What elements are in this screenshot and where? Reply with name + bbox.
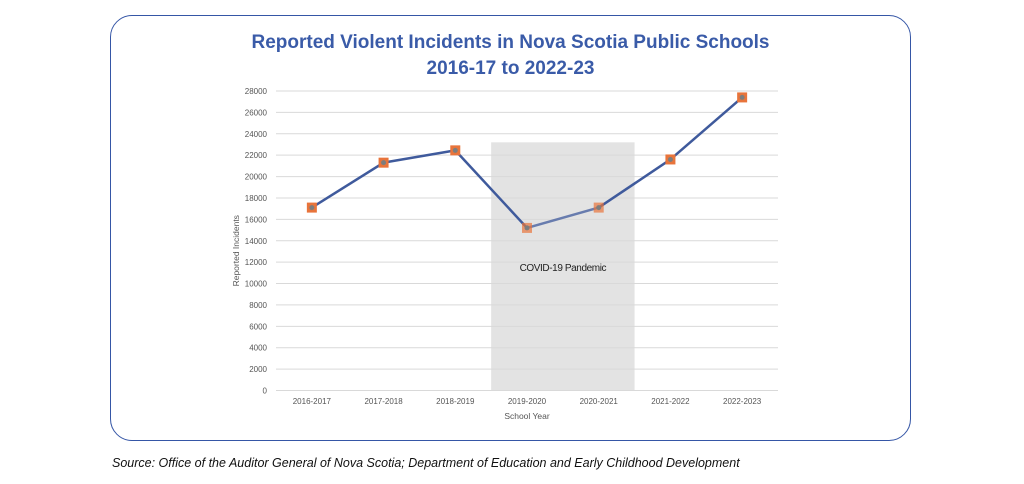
data-point-center xyxy=(596,205,602,211)
y-tick-label: 22000 xyxy=(245,151,268,160)
title-line-2: 2016-17 to 2022-23 xyxy=(426,58,595,79)
data-point-center xyxy=(667,156,673,162)
data-point-center xyxy=(739,94,745,100)
y-tick-label: 24000 xyxy=(245,130,268,139)
x-axis-label: School Year xyxy=(504,411,550,421)
x-tick-label: 2017-2018 xyxy=(364,397,403,406)
y-tick-label: 12000 xyxy=(245,258,268,267)
data-point-center xyxy=(452,147,458,153)
x-tick-label: 2019-2020 xyxy=(508,397,547,406)
y-tick-label: 26000 xyxy=(245,108,268,117)
x-tick-label: 2020-2021 xyxy=(580,397,619,406)
y-tick-label: 14000 xyxy=(245,237,268,246)
y-tick-label: 0 xyxy=(263,387,268,396)
y-tick-label: 4000 xyxy=(249,344,267,353)
data-point-center xyxy=(381,160,387,166)
series-line-segment xyxy=(526,206,600,230)
y-tick-label: 6000 xyxy=(249,322,267,331)
x-tick-label: 2016-2017 xyxy=(293,397,332,406)
chart-title: Reported Violent Incidents in Nova Scoti… xyxy=(110,30,911,82)
x-tick-label: 2022-2023 xyxy=(723,397,762,406)
y-tick-label: 16000 xyxy=(245,215,268,224)
x-tick-label: 2018-2019 xyxy=(436,397,475,406)
y-tick-label: 2000 xyxy=(249,365,267,374)
x-tick-label: 2021-2022 xyxy=(651,397,690,406)
y-tick-label: 18000 xyxy=(245,194,268,203)
covid-shade xyxy=(491,142,635,391)
y-tick-label: 8000 xyxy=(249,301,267,310)
y-tick-label: 20000 xyxy=(245,173,268,182)
data-point-center xyxy=(309,205,315,211)
series-line-segment xyxy=(669,96,743,161)
y-axis-label: Reported Incidents xyxy=(231,215,241,286)
series-line-segment xyxy=(454,149,528,229)
source-note: Source: Office of the Auditor General of… xyxy=(112,456,740,470)
y-tick-label: 10000 xyxy=(245,280,268,289)
series-line-segment xyxy=(383,149,456,164)
data-point-center xyxy=(524,225,530,231)
y-tick-label: 28000 xyxy=(245,87,268,96)
covid-annotation: COVID-19 Pandemic xyxy=(520,263,607,274)
series-line-segment xyxy=(598,158,672,209)
chart-frame xyxy=(110,15,911,441)
title-line-1: Reported Violent Incidents in Nova Scoti… xyxy=(251,32,770,53)
series-line-segment xyxy=(311,161,385,209)
